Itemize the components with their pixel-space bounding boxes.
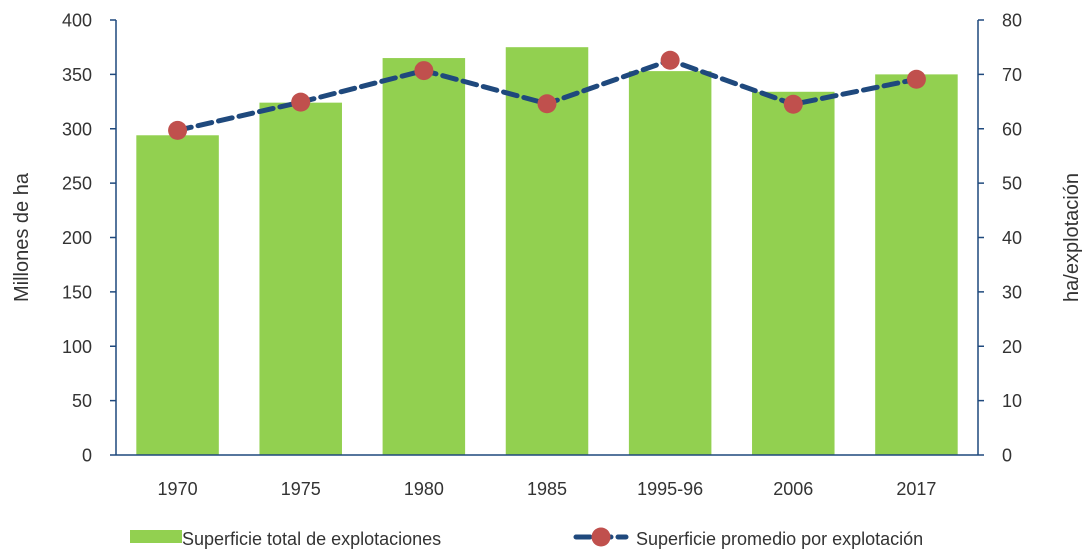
y-axis-title-right: ha/explotación bbox=[1061, 173, 1083, 302]
point-1980 bbox=[414, 61, 434, 81]
y-tick-label-left: 200 bbox=[62, 228, 92, 248]
y-tick-label-right: 80 bbox=[1002, 11, 1022, 31]
y-tick-label-right: 30 bbox=[1002, 282, 1022, 302]
point-1975 bbox=[291, 92, 311, 112]
line-layer bbox=[168, 50, 926, 140]
point-1970 bbox=[168, 120, 188, 140]
y-tick-label-left: 100 bbox=[62, 337, 92, 357]
y-tick-label-right: 70 bbox=[1002, 65, 1022, 85]
x-tick-label: 1970 bbox=[158, 479, 198, 499]
axes-layer bbox=[110, 19, 984, 456]
y-axis-title-left: Millones de ha bbox=[11, 172, 33, 302]
bar-2006 bbox=[752, 91, 835, 455]
y-tick-label-left: 50 bbox=[72, 391, 92, 411]
labels-layer: 0 50 100 150 200 250 300 350 400 0 10 20 30 40 50 60 70 8… bbox=[11, 11, 1083, 500]
x-tick-label: 2006 bbox=[773, 479, 813, 499]
legend-line-label: Superficie promedio por explotación bbox=[636, 529, 923, 549]
x-tick-label: 1975 bbox=[281, 479, 321, 499]
y-tick-label-right: 60 bbox=[1002, 119, 1022, 139]
point-2017 bbox=[906, 69, 926, 89]
y-tick-label-left: 0 bbox=[82, 446, 92, 466]
y-tick-label-left: 400 bbox=[62, 11, 92, 31]
x-tick-label: 1995-96 bbox=[637, 479, 703, 499]
y-tick-label-left: 250 bbox=[62, 174, 92, 194]
legend-bar-label: Superficie total de explotaciones bbox=[182, 529, 441, 549]
bar-1995-96 bbox=[628, 71, 712, 456]
point-2006 bbox=[783, 94, 803, 114]
legend-bar-swatch bbox=[130, 530, 182, 543]
y-tick-label-right: 50 bbox=[1002, 174, 1022, 194]
x-tick-label: 1985 bbox=[527, 479, 567, 499]
y-tick-label-right: 10 bbox=[1002, 391, 1022, 411]
y-tick-label-right: 40 bbox=[1002, 228, 1022, 248]
y-tick-label-left: 150 bbox=[62, 282, 92, 302]
legend-marker-swatch bbox=[591, 527, 611, 547]
y-tick-label-right: 20 bbox=[1002, 337, 1022, 357]
bar-2017 bbox=[875, 74, 958, 456]
y-tick-label-left: 300 bbox=[62, 119, 92, 139]
point-1985 bbox=[537, 94, 557, 114]
bar-1970 bbox=[136, 135, 219, 455]
point-1995-96 bbox=[660, 50, 680, 70]
y-tick-label-left: 350 bbox=[62, 65, 92, 85]
bar-1980 bbox=[382, 58, 466, 456]
x-tick-label: 1980 bbox=[404, 479, 444, 499]
y-tick-label-right: 0 bbox=[1002, 446, 1012, 466]
bar-1985 bbox=[505, 47, 589, 455]
bars-layer bbox=[136, 47, 958, 456]
x-tick-label: 2017 bbox=[896, 479, 936, 499]
legend: Superficie total de explotaciones Superfi… bbox=[130, 527, 923, 549]
bar-1975 bbox=[259, 102, 342, 456]
